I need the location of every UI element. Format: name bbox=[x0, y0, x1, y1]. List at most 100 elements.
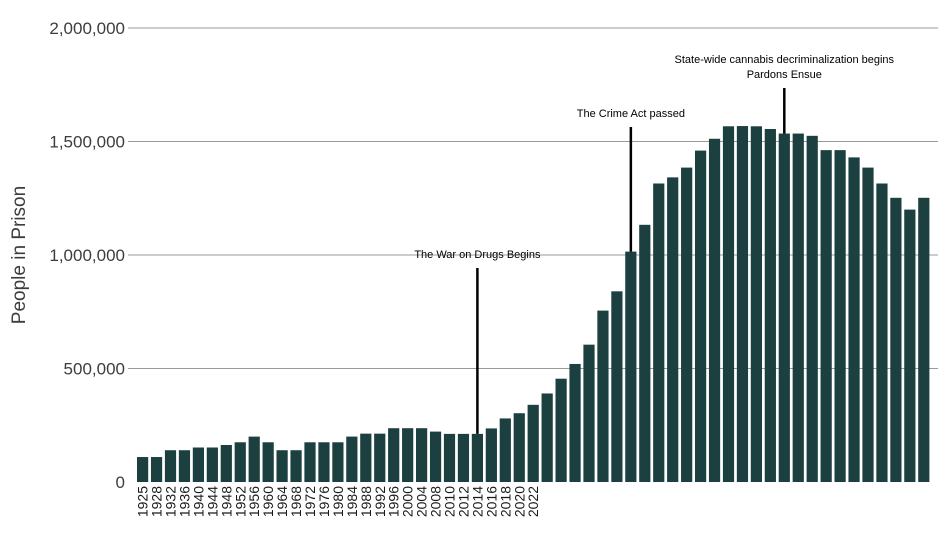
annotation-label: State-wide cannabis decriminalization be… bbox=[675, 54, 895, 66]
bar-1980 bbox=[904, 209, 916, 482]
annotation-label: The Crime Act passed bbox=[577, 108, 685, 120]
bar-1945 bbox=[416, 428, 428, 482]
x-tick-label: 1972 bbox=[302, 486, 318, 517]
x-tick-label: 1936 bbox=[176, 486, 192, 517]
bar-1941 bbox=[360, 433, 372, 482]
bar-1936 bbox=[290, 450, 302, 482]
bar-1929 bbox=[192, 447, 204, 482]
x-tick-label: 2014 bbox=[469, 486, 485, 517]
bar-1971 bbox=[778, 133, 790, 482]
x-tick-label: 2016 bbox=[483, 486, 499, 517]
bar-1975 bbox=[834, 150, 846, 482]
bar-1938 bbox=[318, 442, 330, 482]
bar-1939 bbox=[332, 442, 344, 482]
bar-1932 bbox=[234, 442, 246, 482]
bar-1967 bbox=[722, 126, 735, 482]
x-axis-tick-labels: 1925192819321936194019441948195219561960… bbox=[135, 486, 542, 517]
bar-1954 bbox=[541, 393, 553, 482]
bar-1972 bbox=[792, 133, 804, 482]
bar-1927 bbox=[164, 450, 177, 482]
y-axis-tick-labels: 0 500,000 1,000,000 1,500,000 2,000,000 bbox=[49, 19, 125, 492]
bar-1951 bbox=[499, 418, 511, 482]
x-tick-label: 2020 bbox=[511, 486, 527, 517]
x-tick-label: 1948 bbox=[218, 486, 234, 517]
x-tick-label: 1984 bbox=[344, 486, 360, 517]
x-tick-label: 1956 bbox=[246, 486, 262, 517]
x-tick-label: 2000 bbox=[400, 486, 416, 517]
bar-1957 bbox=[583, 344, 595, 482]
bar-1976 bbox=[848, 157, 860, 482]
bar-1944 bbox=[402, 428, 414, 482]
bar-1933 bbox=[248, 436, 260, 482]
bar-1937 bbox=[304, 442, 316, 482]
bar-1948 bbox=[457, 433, 470, 482]
bar-1978 bbox=[876, 183, 888, 482]
bar-1940 bbox=[346, 436, 358, 482]
bar-1928 bbox=[178, 450, 191, 482]
bar-1979 bbox=[890, 197, 902, 482]
x-tick-label: 1968 bbox=[288, 486, 304, 517]
x-tick-label: 2012 bbox=[455, 486, 471, 517]
x-tick-label: 2008 bbox=[428, 486, 444, 517]
bar-1958 bbox=[597, 310, 609, 482]
y-tick-label: 2,000,000 bbox=[49, 19, 125, 38]
annotations: The War on Drugs Begins The Crime Act pas… bbox=[414, 54, 895, 434]
annotation-label: The War on Drugs Begins bbox=[414, 249, 541, 261]
bar-1970 bbox=[764, 129, 776, 482]
x-tick-label: 1960 bbox=[260, 486, 276, 517]
bar-1943 bbox=[388, 428, 400, 482]
x-tick-label: 2010 bbox=[442, 486, 458, 517]
y-tick-label: 0 bbox=[116, 473, 125, 492]
bar-1947 bbox=[443, 433, 456, 482]
y-axis-label: People in Prison bbox=[9, 186, 30, 324]
x-tick-label: 1992 bbox=[372, 486, 388, 517]
bars bbox=[137, 126, 930, 483]
x-tick-label: 2018 bbox=[497, 486, 513, 517]
bar-1973 bbox=[806, 135, 818, 482]
bar-1959 bbox=[611, 291, 623, 482]
x-tick-label: 1944 bbox=[204, 486, 220, 517]
bar-1977 bbox=[862, 167, 874, 483]
x-tick-label: 1928 bbox=[149, 486, 165, 517]
bar-1964 bbox=[681, 167, 693, 483]
x-tick-label: 1964 bbox=[274, 486, 290, 517]
bar-1926 bbox=[150, 457, 163, 482]
bar-1963 bbox=[667, 177, 679, 482]
x-tick-label: 1925 bbox=[135, 486, 151, 517]
x-tick-label: 1940 bbox=[190, 486, 206, 517]
bar-1965 bbox=[695, 150, 707, 482]
bar-1956 bbox=[569, 363, 581, 482]
x-tick-label: 1980 bbox=[330, 486, 346, 517]
bar-1952 bbox=[513, 413, 525, 482]
bar-1981 bbox=[918, 197, 930, 482]
x-tick-label: 1976 bbox=[316, 486, 332, 517]
bar-1946 bbox=[429, 431, 442, 482]
bar-1966 bbox=[708, 138, 721, 482]
bar-1934 bbox=[262, 442, 274, 482]
x-tick-label: 1996 bbox=[386, 486, 402, 517]
x-tick-label: 1988 bbox=[358, 486, 374, 517]
bar-1969 bbox=[750, 126, 762, 482]
bar-1961 bbox=[639, 224, 651, 482]
bar-1949 bbox=[471, 433, 483, 482]
bar-1953 bbox=[527, 404, 539, 482]
bar-1935 bbox=[276, 450, 288, 482]
bar-1942 bbox=[374, 433, 386, 482]
bar-1950 bbox=[485, 428, 497, 482]
x-tick-label: 2022 bbox=[525, 486, 541, 517]
y-tick-label: 1,000,000 bbox=[49, 246, 125, 265]
y-tick-label: 1,500,000 bbox=[49, 133, 125, 152]
bar-1968 bbox=[736, 126, 749, 483]
annotation-label: Pardons Ensue bbox=[747, 69, 822, 81]
bar-1955 bbox=[555, 378, 567, 482]
bar-1974 bbox=[820, 150, 832, 482]
x-tick-label: 1952 bbox=[232, 486, 248, 517]
bar-1930 bbox=[206, 447, 218, 482]
bar-1931 bbox=[220, 444, 232, 482]
y-tick-label: 500,000 bbox=[64, 360, 125, 379]
bar-1962 bbox=[653, 183, 665, 482]
x-tick-label: 1932 bbox=[163, 486, 179, 517]
x-tick-label: 2004 bbox=[414, 486, 430, 517]
bar-1960 bbox=[625, 251, 637, 482]
